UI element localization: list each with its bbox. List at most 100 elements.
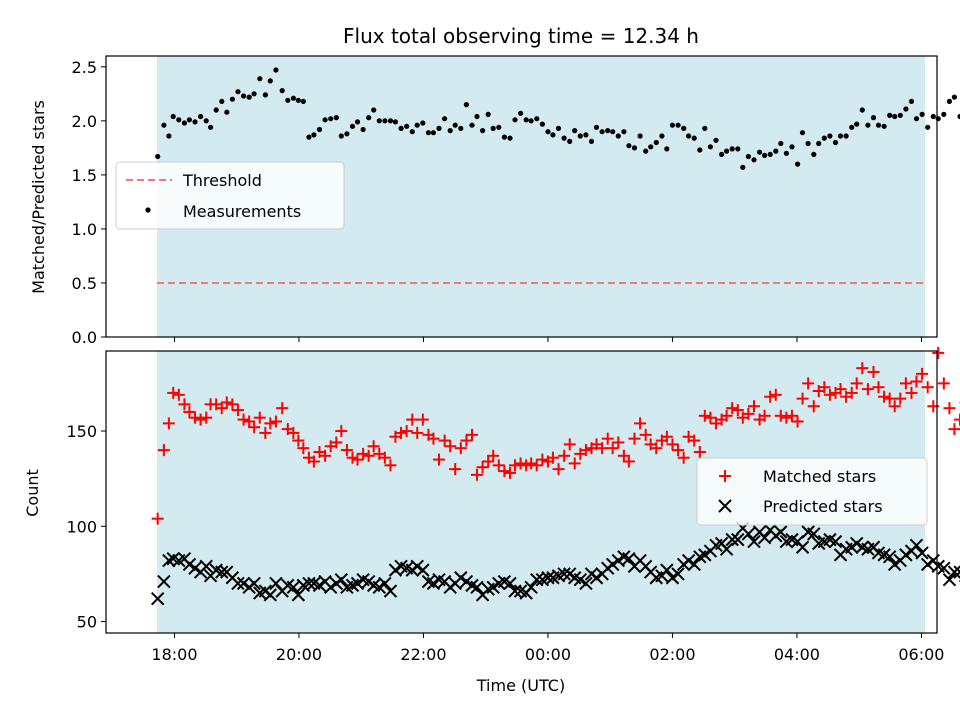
matched-star-point [758,409,771,422]
measurement-point [338,133,344,139]
predicted-star-point [215,565,229,579]
predicted-star-point [660,563,674,577]
measurement-point [930,113,936,120]
matched-star-point [791,415,804,428]
matched-star-point [444,440,457,453]
matched-star-point [845,386,858,399]
matched-star-point [861,383,874,396]
matched-star-point [400,425,413,438]
measurement-point [251,91,257,97]
measurement-point [229,96,235,102]
matched-star-point [157,444,170,457]
matched-star-point [248,421,261,434]
measurement-point [155,153,161,160]
predicted-star-point [530,572,544,587]
matched-star-point [470,468,483,481]
matched-star-point [189,411,202,424]
matched-star-point [466,428,479,441]
matched-star-point [698,409,711,422]
matched-star-point [194,413,207,426]
predicted-star-point [378,576,392,591]
measurement-point [881,123,887,129]
measurement-point [485,111,491,117]
predicted-star-point [622,551,636,566]
measurement-point [371,107,377,113]
matched-star-point [856,362,869,375]
measurement-point [279,88,285,94]
x-tick-label: 00:00 [525,645,571,664]
measurement-point [707,144,714,150]
measurement-point [161,122,167,128]
matched-star-point [878,390,891,403]
predicted-star-point [199,559,213,574]
measurement-point [490,125,496,131]
measurement-point [306,134,312,140]
measurement-point [735,146,741,152]
measurement-point [246,94,252,100]
predicted-star-point [942,572,957,587]
matched-star-point [672,444,685,457]
measurement-point [561,135,567,141]
measurement-point [344,131,350,137]
predicted-star-point [719,542,734,556]
matched-star-point [747,400,760,413]
y-tick-label: 50 [77,613,97,632]
matched-star-point [552,463,565,476]
predicted-star-point [807,527,821,541]
matched-star-point [498,465,511,478]
top-legend-box [115,161,345,230]
matched-star-point [449,463,462,476]
measurement-point [354,119,361,125]
measurement-point [474,113,480,120]
top-y-axis-ticks: 0.0 0.5 1.0 1.5 2.0 2.5 [72,58,106,347]
matched-star-point [677,451,690,464]
measurement-point [675,122,681,128]
y-tick-label: 1.0 [72,220,97,239]
matched-star-point [601,432,614,445]
x-tick-label: 20:00 [276,645,322,664]
measurement-point [523,117,529,123]
matched-star-point [253,411,266,424]
measurement-point [821,135,827,141]
measurement-point [643,148,649,154]
predicted-star-point [725,532,739,547]
measurement-point [789,144,795,150]
predicted-star-point [774,525,788,539]
measurement-point [778,140,784,147]
measurement-point [534,116,540,122]
measurement-point [311,132,317,138]
matched-star-point [335,425,348,438]
bottom-x-axis-ticks: 18:00 20:00 22:00 00:00 02:00 04:00 06:00 [151,633,944,664]
measurement-point [913,116,920,122]
matched-star-point [910,375,923,388]
legend-matched-swatch [719,470,731,482]
legend-measurements-swatch [145,207,151,213]
matched-star-point [937,377,950,390]
matched-star-point [872,381,885,394]
measurement-point [849,124,855,130]
measurement-point [224,109,230,115]
matched-star-point [558,449,571,462]
predicted-star-point [915,546,929,560]
measurement-point [409,129,415,135]
predicted-star-point [291,588,306,602]
matched-star-point [151,512,164,525]
measurement-point [783,150,790,156]
matched-star-point [287,426,300,439]
predicted-star-point [150,591,165,606]
measurement-point [745,153,752,160]
matched-star-point [606,442,619,455]
matched-star-point [340,444,353,457]
measurement-point [751,157,757,163]
legend-measurements-label: Measurements [183,202,301,221]
predicted-star-point [162,553,176,568]
matched-star-point [476,461,489,474]
matched-star-point [634,417,647,430]
measurement-point [681,125,687,131]
measurement-point [767,151,773,157]
top-y-axis-label: Matched/Predicted stars [29,100,48,294]
predicted-star-point [757,531,772,545]
matched-star-point [367,440,380,453]
matched-star-point [823,388,836,401]
measurement-point [398,125,404,131]
